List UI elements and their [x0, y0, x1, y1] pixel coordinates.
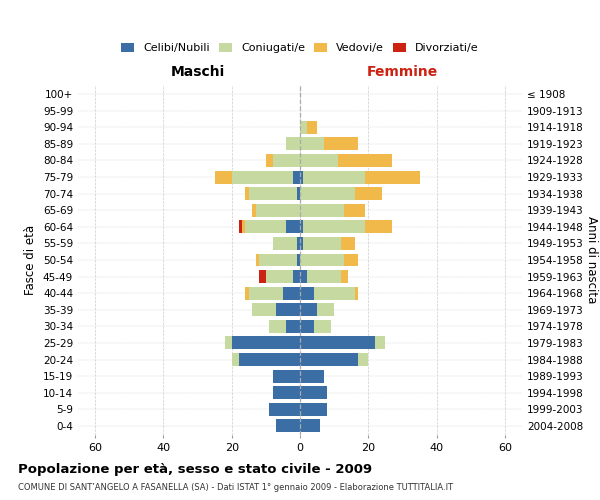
Bar [344, 254, 358, 266]
Y-axis label: Anni di nascita: Anni di nascita [586, 216, 598, 304]
Bar [355, 187, 382, 200]
Bar [338, 154, 392, 167]
Bar [358, 353, 368, 366]
Bar [355, 286, 358, 300]
Bar [300, 420, 320, 432]
Bar [276, 304, 300, 316]
Bar [300, 170, 304, 183]
Bar [324, 138, 358, 150]
Bar [341, 237, 355, 250]
Bar [215, 170, 232, 183]
Bar [283, 286, 300, 300]
Bar [245, 187, 249, 200]
Legend: Celibi/Nubili, Coniugati/e, Vedovi/e, Divorziati/e: Celibi/Nubili, Coniugati/e, Vedovi/e, Di… [117, 38, 483, 58]
Bar [300, 220, 304, 234]
Bar [307, 270, 341, 283]
Bar [286, 220, 300, 234]
Bar [314, 286, 355, 300]
Bar [286, 138, 300, 150]
Bar [300, 286, 314, 300]
Bar [300, 386, 328, 399]
Bar [300, 138, 324, 150]
Bar [317, 304, 334, 316]
Bar [300, 204, 344, 216]
Bar [307, 121, 317, 134]
Bar [314, 320, 331, 333]
Bar [272, 154, 300, 167]
Bar [232, 353, 239, 366]
Bar [300, 353, 358, 366]
Bar [300, 304, 317, 316]
Bar [259, 270, 266, 283]
Bar [300, 154, 338, 167]
Bar [259, 254, 296, 266]
Bar [304, 170, 365, 183]
Bar [256, 254, 259, 266]
Text: Popolazione per età, sesso e stato civile - 2009: Popolazione per età, sesso e stato civil… [18, 462, 372, 475]
Bar [286, 320, 300, 333]
Bar [269, 403, 300, 416]
Bar [300, 370, 324, 382]
Bar [249, 286, 283, 300]
Bar [269, 320, 286, 333]
Bar [245, 286, 249, 300]
Bar [239, 353, 300, 366]
Bar [252, 204, 256, 216]
Bar [300, 187, 355, 200]
Bar [300, 121, 307, 134]
Y-axis label: Fasce di età: Fasce di età [25, 225, 37, 295]
Text: Femmine: Femmine [367, 65, 438, 79]
Bar [300, 254, 344, 266]
Bar [365, 220, 392, 234]
Bar [266, 154, 272, 167]
Bar [304, 237, 341, 250]
Bar [300, 320, 314, 333]
Bar [249, 187, 296, 200]
Bar [304, 220, 365, 234]
Bar [300, 403, 328, 416]
Bar [272, 386, 300, 399]
Bar [272, 237, 296, 250]
Bar [252, 304, 276, 316]
Bar [344, 204, 365, 216]
Bar [239, 220, 242, 234]
Bar [245, 220, 286, 234]
Bar [272, 370, 300, 382]
Bar [300, 237, 304, 250]
Bar [293, 270, 300, 283]
Bar [365, 170, 419, 183]
Bar [232, 336, 300, 349]
Bar [225, 336, 232, 349]
Bar [276, 420, 300, 432]
Bar [375, 336, 385, 349]
Bar [341, 270, 348, 283]
Bar [266, 270, 293, 283]
Bar [296, 254, 300, 266]
Text: Maschi: Maschi [170, 65, 224, 79]
Bar [293, 170, 300, 183]
Text: COMUNE DI SANT’ANGELO A FASANELLA (SA) - Dati ISTAT 1° gennaio 2009 - Elaborazio: COMUNE DI SANT’ANGELO A FASANELLA (SA) -… [18, 484, 453, 492]
Bar [300, 336, 375, 349]
Bar [296, 237, 300, 250]
Bar [242, 220, 245, 234]
Bar [232, 170, 293, 183]
Bar [256, 204, 300, 216]
Bar [300, 270, 307, 283]
Bar [296, 187, 300, 200]
